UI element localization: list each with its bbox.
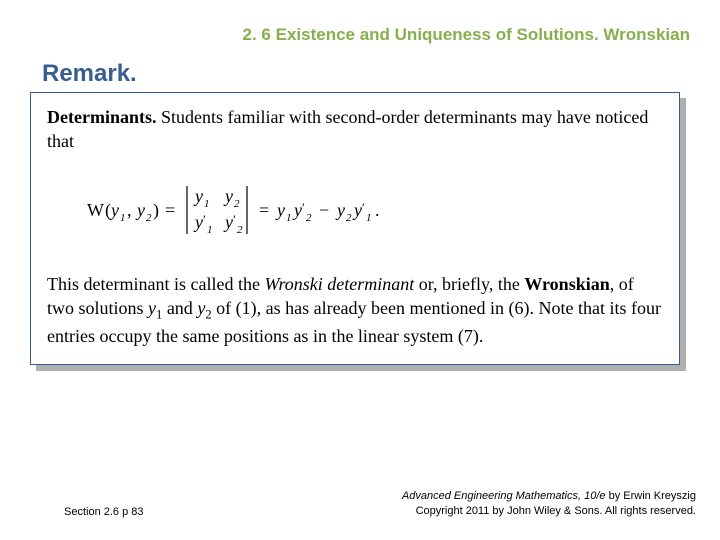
footer-right: Advanced Engineering Mathematics, 10/e b… <box>402 489 696 518</box>
footer: Section 2.6 p 83 Advanced Engineering Ma… <box>0 489 720 518</box>
svg-text:y: y <box>223 186 233 206</box>
formula-svg: W ( y 1 , y 2 ) = y1 y2 y′1 y′2 = <box>87 180 447 240</box>
svg-text:=: = <box>165 200 175 220</box>
svg-text:1: 1 <box>286 212 292 224</box>
p2b: Wronski determinant <box>264 274 414 294</box>
p2d: Wronskian <box>524 274 609 294</box>
svg-text:y: y <box>109 200 119 220</box>
svg-text:1: 1 <box>207 224 213 236</box>
svg-text:1: 1 <box>120 212 126 224</box>
svg-text:2: 2 <box>146 212 152 224</box>
svg-text:1: 1 <box>366 212 372 224</box>
svg-text:y: y <box>335 200 345 220</box>
content-shadow: Determinants. Students familiar with sec… <box>36 98 686 371</box>
footer-left: Section 2.6 p 83 <box>64 506 144 518</box>
book-title: Advanced Engineering Mathematics, 10/e <box>402 490 606 502</box>
wronskian-formula: W ( y 1 , y 2 ) = y1 y2 y′1 y′2 = <box>47 162 663 264</box>
remark-label: Remark. <box>42 60 137 87</box>
svg-text:′: ′ <box>302 200 305 215</box>
svg-text:2: 2 <box>306 212 312 224</box>
footer-line2: Copyright 2011 by John Wiley & Sons. All… <box>402 504 696 518</box>
svg-text:y: y <box>292 200 302 220</box>
svg-text:=: = <box>259 200 269 220</box>
svg-text:1: 1 <box>204 198 210 210</box>
section-title: 2. 6 Existence and Uniqueness of Solutio… <box>243 25 690 44</box>
svg-text:y: y <box>275 200 285 220</box>
svg-text:2: 2 <box>237 224 243 236</box>
svg-text:,: , <box>127 200 132 220</box>
content-box: Determinants. Students familiar with sec… <box>30 92 680 365</box>
p2a: This determinant is called the <box>47 274 264 294</box>
section-header: 2. 6 Existence and Uniqueness of Solutio… <box>0 0 720 55</box>
svg-text:−: − <box>319 200 329 220</box>
paragraph-2: This determinant is called the Wronski d… <box>47 272 663 348</box>
svg-text:′: ′ <box>203 212 206 227</box>
svg-text:.: . <box>375 200 380 220</box>
svg-text:y: y <box>193 212 203 232</box>
p2c: or, briefly, the <box>414 274 524 294</box>
svg-text:y: y <box>352 200 362 220</box>
svg-text:2: 2 <box>346 212 352 224</box>
p2f: and <box>162 298 197 318</box>
svg-text:y: y <box>223 212 233 232</box>
paragraph-1: Determinants. Students familiar with sec… <box>47 105 663 154</box>
svg-text:′: ′ <box>233 212 236 227</box>
book-author: by Erwin Kreyszig <box>606 490 696 502</box>
y1: y <box>148 298 156 318</box>
svg-text:2: 2 <box>234 198 240 210</box>
svg-text:y: y <box>135 200 145 220</box>
svg-text:′: ′ <box>362 200 365 215</box>
run-in-heading: Determinants. <box>47 107 156 127</box>
svg-text:): ) <box>153 200 159 221</box>
svg-text:y: y <box>193 186 203 206</box>
svg-text:W: W <box>87 200 104 220</box>
footer-line1: Advanced Engineering Mathematics, 10/e b… <box>402 489 696 503</box>
